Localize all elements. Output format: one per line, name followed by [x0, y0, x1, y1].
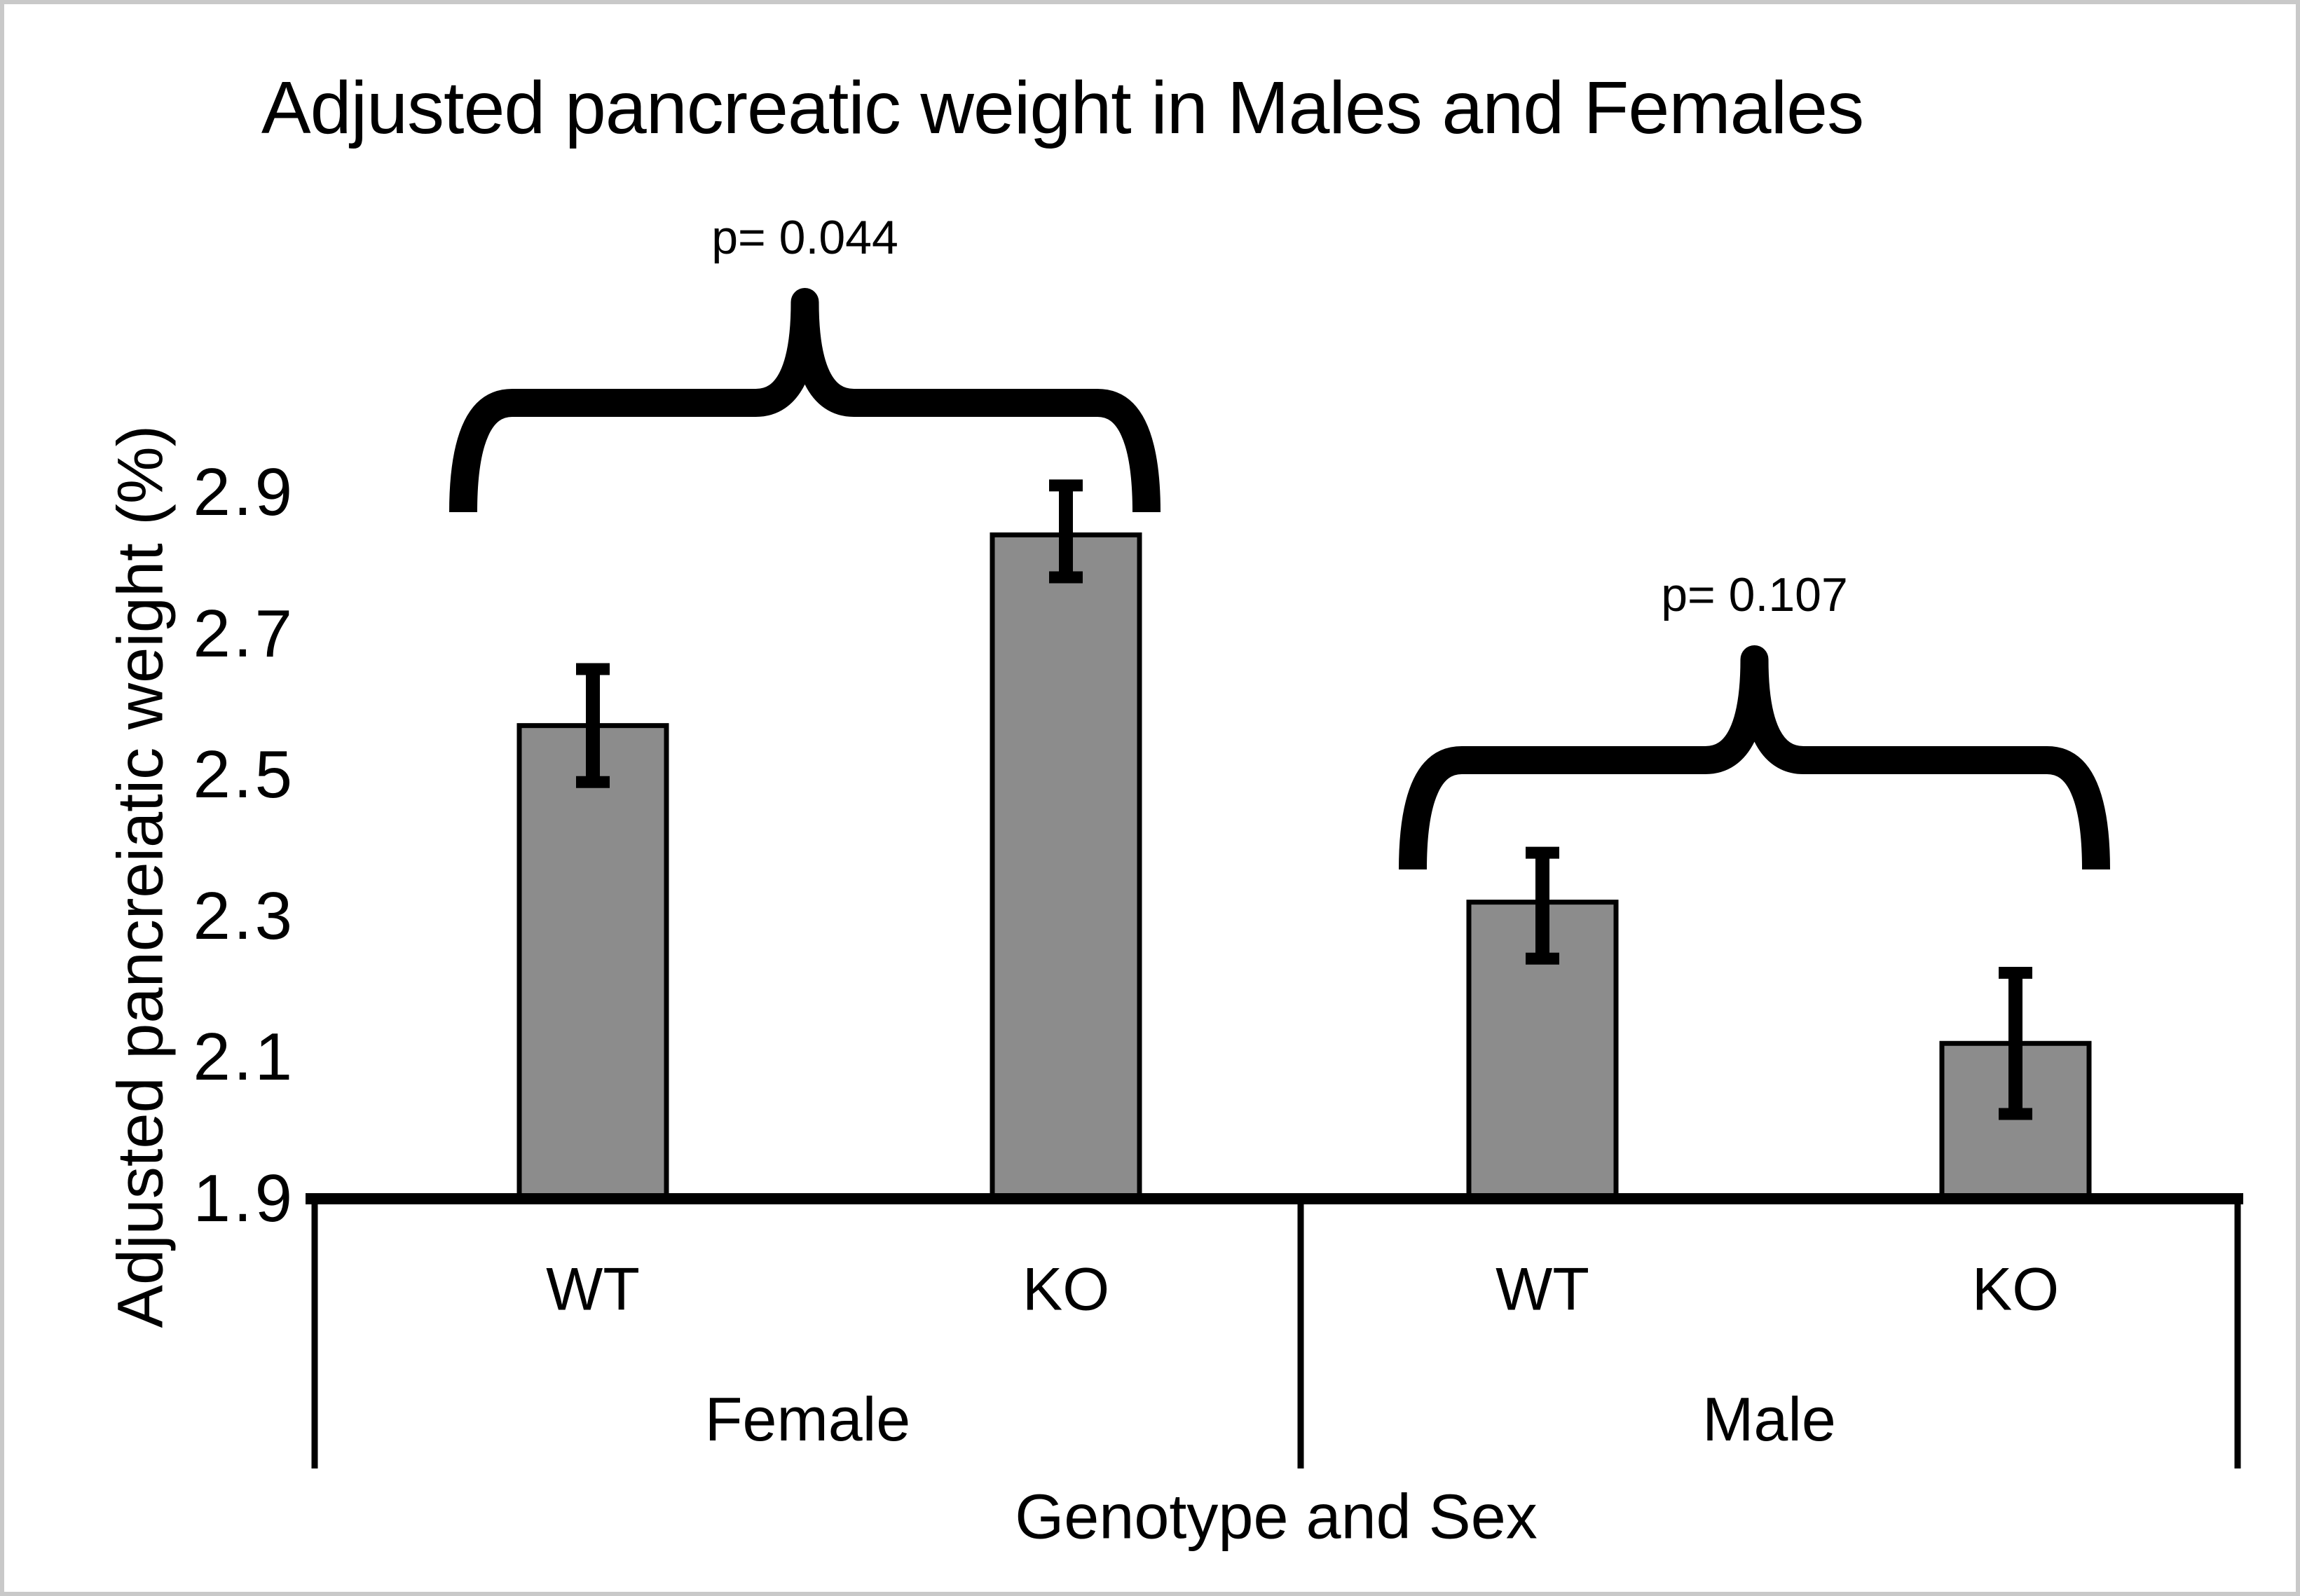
x-category-label: KO — [1971, 1256, 2060, 1323]
plot-area — [306, 288, 2243, 1468]
bar-female-wt — [516, 723, 669, 1202]
significance-brace-female — [449, 288, 1161, 513]
x-group-label: Female — [704, 1384, 911, 1454]
x-category-label: WT — [546, 1256, 640, 1323]
y-tick-label: 2.3 — [193, 878, 295, 954]
x-axis-title: Genotype and Sex — [1015, 1482, 1538, 1553]
y-tick-label: 2.7 — [193, 596, 295, 671]
bar-female-ko — [990, 532, 1142, 1202]
x-category-label: WT — [1495, 1256, 1589, 1323]
p-value-label: p= 0.107 — [1661, 568, 1848, 621]
y-tick-label: 2.9 — [193, 455, 295, 530]
y-tick-label: 2.5 — [193, 737, 295, 813]
x-category-label: KO — [1022, 1256, 1110, 1323]
x-group-label: Male — [1702, 1384, 1836, 1454]
significance-brace-male — [1399, 645, 2110, 870]
y-tick-label: 2.1 — [193, 1019, 295, 1095]
chart-title: Adjusted pancreatic weight in Males and … — [261, 67, 1864, 149]
y-tick-label: 1.9 — [193, 1161, 295, 1236]
p-value-label: p= 0.044 — [711, 211, 898, 264]
